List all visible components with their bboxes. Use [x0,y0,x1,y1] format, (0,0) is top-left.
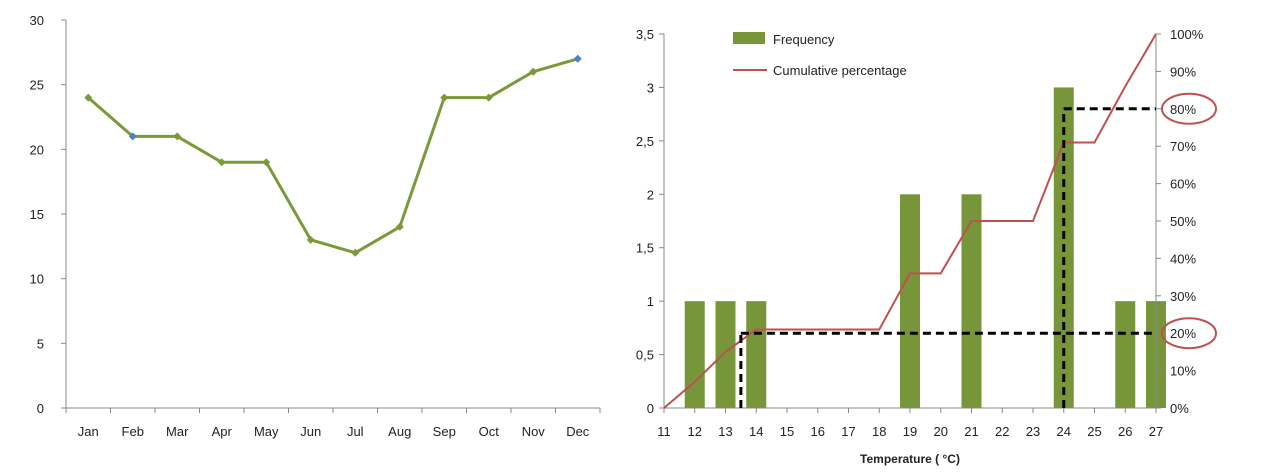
x-tick-label: 24 [1057,424,1071,439]
y-tick-label: 2,5 [636,134,654,149]
x-tick-label: Jul [347,424,364,439]
y2-tick-label: 70% [1170,139,1196,154]
x-tick-label: 16 [811,424,825,439]
x-tick-label: 25 [1087,424,1101,439]
frequency-bar [900,194,920,408]
data-point-marker [306,235,315,244]
x-tick-label: 15 [780,424,794,439]
legend-frequency-swatch [733,32,765,44]
y2-tick-label: 60% [1170,177,1196,192]
highlight-circle [1161,92,1217,125]
data-point-marker [173,132,182,141]
y2-tick-label: 90% [1170,64,1196,79]
cumulative-line [663,33,1157,409]
data-point-marker [529,67,538,76]
x-tick-label: 18 [872,424,886,439]
series-line [87,57,579,255]
temperature-frequency-histogram: 0 0,5 1 1,5 2 2,5 3 3,5 0% 10% 20% 30% 40% 50% 60% 70% 8… [636,27,1217,466]
y2-tick-label: 20% [1170,326,1196,341]
x-tick-label: 19 [903,424,917,439]
frequency-bar [715,301,736,408]
x-tick-label: 27 [1149,424,1163,439]
frequency-bar [961,194,982,408]
y-tick-label: 15 [30,207,44,222]
x-tick-label: 14 [749,424,763,439]
x-tick-label: Dec [566,424,590,439]
y-tick-label: 3,5 [636,27,654,42]
x-tick-label: Sep [433,424,456,439]
y-tick-label: 10 [30,272,44,287]
data-point-marker [440,93,449,102]
y2-tick-label: 30% [1170,289,1196,304]
y-tick-label: 1,5 [636,241,654,256]
x-tick-label: 23 [1026,424,1040,439]
x-tick-label: May [254,424,279,439]
x-tick-label: 17 [841,424,855,439]
x-tick-label: Apr [212,424,233,439]
x-tick-label: 11 [657,424,671,439]
x-tick-label: 21 [964,424,978,439]
legend-cumulative-label: Cumulative percentage [773,63,907,78]
x-tick-label: 12 [688,424,702,439]
x-axis-title: Temperature ( °C) [860,452,960,466]
data-point-marker [573,54,582,63]
x-tick-label: 22 [995,424,1009,439]
y2-tick-label: 80% [1170,102,1196,117]
x-tick-label: Jun [300,424,321,439]
y-tick-label: 2 [647,187,654,202]
data-point-marker [351,248,360,257]
y2-tick-label: 50% [1170,214,1196,229]
y-tick-label: 1 [647,294,654,309]
y-tick-label: 20 [30,142,44,157]
x-tick-label: Feb [122,424,144,439]
y-tick-label: 25 [30,78,44,93]
data-point-marker [395,222,404,231]
y2-tick-label: 100% [1170,27,1204,42]
y-tick-label: 0,5 [636,348,654,363]
x-tick-label: 13 [718,424,732,439]
frequency-bar [684,301,705,408]
y-tick-label: 3 [647,80,654,95]
x-tick-label: Jan [78,424,99,439]
legend-frequency-label: Frequency [773,32,835,47]
y2-tick-label: 0% [1170,401,1189,416]
frequency-bar [1115,301,1136,408]
x-tick-label: Nov [522,424,546,439]
x-tick-label: Oct [479,424,500,439]
y-tick-label: 0 [647,401,654,416]
data-point-marker [262,158,271,167]
y2-tick-label: 10% [1170,364,1196,379]
x-tick-label: 20 [934,424,948,439]
x-tick-label: Aug [388,424,411,439]
highlight-circle [1161,317,1217,350]
frequency-bar [746,301,767,408]
y-tick-label: 0 [37,401,44,416]
y-tick-label: 30 [30,13,44,28]
data-point-marker [217,158,226,167]
y-tick-label: 5 [37,336,44,351]
data-point-marker [128,132,137,141]
y2-tick-label: 40% [1170,251,1196,266]
x-tick-label: Mar [166,424,189,439]
monthly-temperature-line-chart: 0 5 10 15 20 25 30 Jan Feb Mar Apr May Jun Jul Aug Sep O… [30,13,601,439]
data-point-marker [484,93,493,102]
data-point-marker [84,93,93,102]
x-tick-label: 26 [1118,424,1132,439]
